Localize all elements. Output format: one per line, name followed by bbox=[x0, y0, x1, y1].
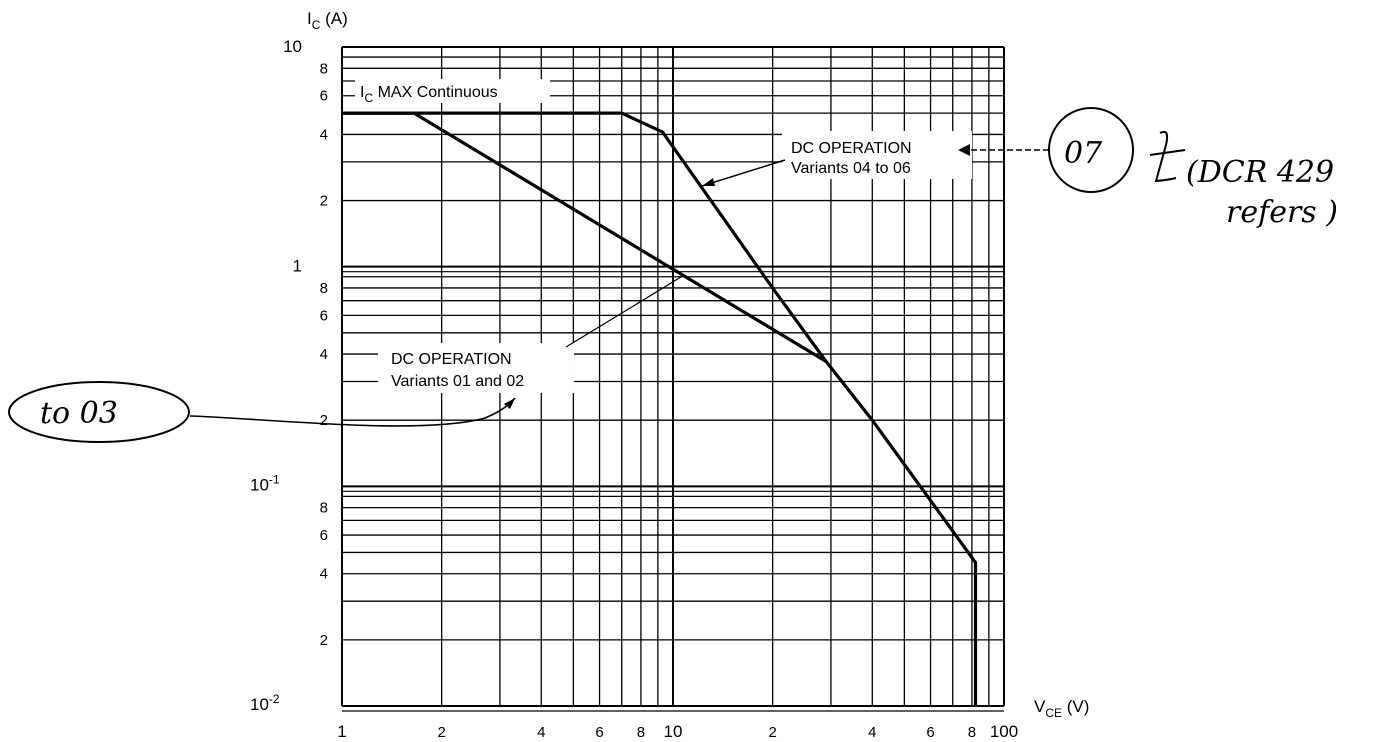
x-tick-label: 4 bbox=[868, 724, 876, 741]
axis-ticks: 1 2 4 6 8 10 2 4 6 8 100 2 4 6 8 2 4 6 8 1 2 4 6 8 10 10-2 10-1 bbox=[250, 37, 1018, 741]
y-tick-label: 2 bbox=[320, 412, 328, 429]
x-tick-label: 100 bbox=[990, 722, 1018, 741]
x-tick-label: 8 bbox=[968, 724, 976, 741]
svg-text:DC OPERATION: DC OPERATION bbox=[391, 351, 512, 368]
x-tick-label: 8 bbox=[637, 724, 645, 741]
y-decade-label: 10-1 bbox=[250, 472, 280, 494]
annotation-variants-01-02: DC OPERATION Variants 01 and 02 bbox=[378, 276, 682, 393]
x-tick-label: 4 bbox=[537, 724, 545, 741]
handwritten-notes: to 03 07 (DCR 429 refers ) bbox=[8, 107, 1338, 443]
x-tick-label: 2 bbox=[437, 724, 445, 741]
y-tick-label: 8 bbox=[320, 60, 328, 77]
annotation-variants-04-06: DC OPERATION Variants 04 to 06 bbox=[701, 131, 972, 187]
y-tick-label: 4 bbox=[320, 566, 328, 583]
handwritten-dcr-429: (DCR 429 bbox=[1186, 155, 1334, 190]
y-decade-label: 10-2 bbox=[250, 692, 280, 714]
x-tick-label: 6 bbox=[595, 724, 603, 741]
y-tick-label: 2 bbox=[320, 193, 328, 210]
handwritten-to-03: to 03 bbox=[40, 396, 118, 431]
y-tick-label: 6 bbox=[320, 307, 328, 324]
handwritten-07: 07 bbox=[1064, 136, 1103, 171]
handwritten-refers: refers ) bbox=[1226, 195, 1338, 230]
x-tick-label: 10 bbox=[664, 722, 683, 741]
svg-text:IC MAX Continuous: IC MAX Continuous bbox=[360, 84, 498, 105]
svg-text:DC OPERATION: DC OPERATION bbox=[791, 140, 912, 157]
y-tick-label: 6 bbox=[320, 88, 328, 105]
annotation-ic-max: IC MAX Continuous bbox=[355, 79, 550, 105]
x-tick-label: 1 bbox=[337, 722, 346, 741]
y-axis-title: IC (A) bbox=[307, 9, 348, 32]
y-tick-label: 8 bbox=[320, 280, 328, 297]
y-tick-label: 4 bbox=[320, 346, 328, 363]
y-tick-label: 6 bbox=[320, 527, 328, 544]
series-line-1 bbox=[342, 111, 978, 706]
handwritten-circle-left bbox=[8, 381, 190, 443]
x-tick-label: 2 bbox=[768, 724, 776, 741]
y-tick-label: 4 bbox=[320, 126, 328, 143]
svg-text:Variants 01 and 02: Variants 01 and 02 bbox=[391, 373, 524, 390]
series-layer bbox=[342, 111, 978, 706]
svg-text:Variants 04 to 06: Variants 04 to 06 bbox=[791, 160, 911, 177]
x-axis-title: VCE (V) bbox=[1034, 697, 1089, 720]
x-tick-label: 6 bbox=[926, 724, 934, 741]
y-tick-label: 2 bbox=[320, 632, 328, 649]
series-line-2 bbox=[342, 111, 828, 363]
y-tick-label: 8 bbox=[320, 500, 328, 517]
y-tick-label: 1 bbox=[293, 257, 302, 276]
y-tick-label: 10 bbox=[283, 37, 302, 56]
